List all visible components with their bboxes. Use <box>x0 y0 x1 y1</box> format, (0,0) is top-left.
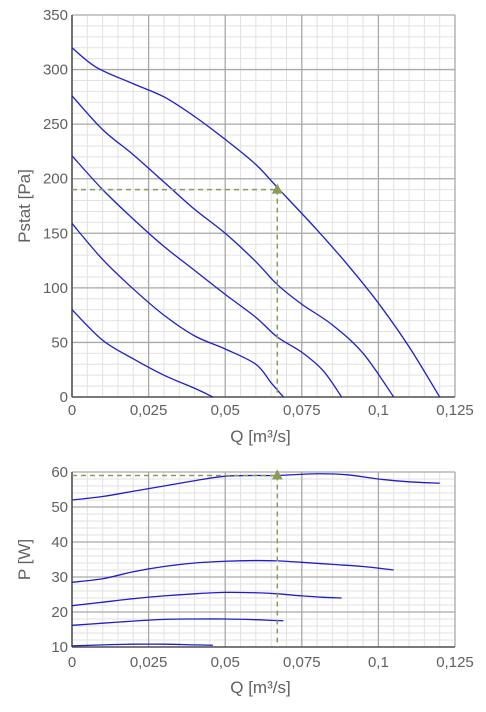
y-tick-label: 60 <box>51 464 68 481</box>
x-tick-label: 0 <box>68 654 76 671</box>
series-line-2 <box>71 559 394 583</box>
operating-point-marker <box>271 183 283 194</box>
x-tick-label: 0,125 <box>436 402 474 419</box>
x-tick-label: 0 <box>68 402 76 419</box>
y-axis-title: P [W] <box>15 539 34 580</box>
operating-point <box>72 183 283 397</box>
operating-point-marker <box>271 469 283 480</box>
series-line-3 <box>71 155 343 398</box>
series-line-4 <box>71 223 284 398</box>
y-tick-label: 50 <box>51 499 68 516</box>
y-tick-label: 20 <box>51 604 68 621</box>
x-tick-label: 0,025 <box>130 402 168 419</box>
y-tick-label: 350 <box>43 7 68 24</box>
y-tick-label: 10 <box>51 639 68 656</box>
series-line-5 <box>71 309 214 398</box>
series-group <box>71 47 441 398</box>
y-tick-label: 200 <box>43 171 68 188</box>
y-axis-title: Pstat [Pa] <box>15 169 34 243</box>
y-tick-label: 250 <box>43 116 68 133</box>
x-tick-label: 0,125 <box>436 654 474 671</box>
series-line-2 <box>71 95 395 398</box>
x-tick-label: 0,05 <box>211 402 240 419</box>
operating-point <box>72 469 283 647</box>
grid <box>71 14 456 398</box>
y-tick-label: 30 <box>51 569 68 586</box>
x-tick-label: 0,075 <box>283 654 321 671</box>
y-tick-label: 150 <box>43 225 68 242</box>
series-line-4 <box>71 618 284 626</box>
x-tick-label: 0,1 <box>368 654 389 671</box>
y-tick-label: 0 <box>60 389 68 406</box>
chart-pressure: 0 0,025 0,05 0,075 0,1 0,125 0 50 100 150 200 250 30… <box>15 7 474 446</box>
y-tick-label: 40 <box>51 534 68 551</box>
x-tick-label: 0,05 <box>211 654 240 671</box>
series-line-3 <box>71 591 342 607</box>
series-line-5 <box>71 643 213 647</box>
x-tick-label: 0,075 <box>283 402 321 419</box>
x-tick-label: 0,1 <box>368 402 389 419</box>
series-line-1 <box>71 47 441 398</box>
y-tick-label: 300 <box>43 62 68 79</box>
x-tick-label: 0,025 <box>130 654 168 671</box>
chart-power: 0 0,025 0,05 0,075 0,1 0,125 10 20 30 40 50 60 Q [m³… <box>15 464 474 697</box>
y-tick-label: 100 <box>43 280 68 297</box>
grid <box>71 471 456 648</box>
y-tick-label: 50 <box>51 334 68 351</box>
x-axis-title: Q [m³/s] <box>230 427 290 446</box>
x-axis-title: Q [m³/s] <box>230 678 290 697</box>
